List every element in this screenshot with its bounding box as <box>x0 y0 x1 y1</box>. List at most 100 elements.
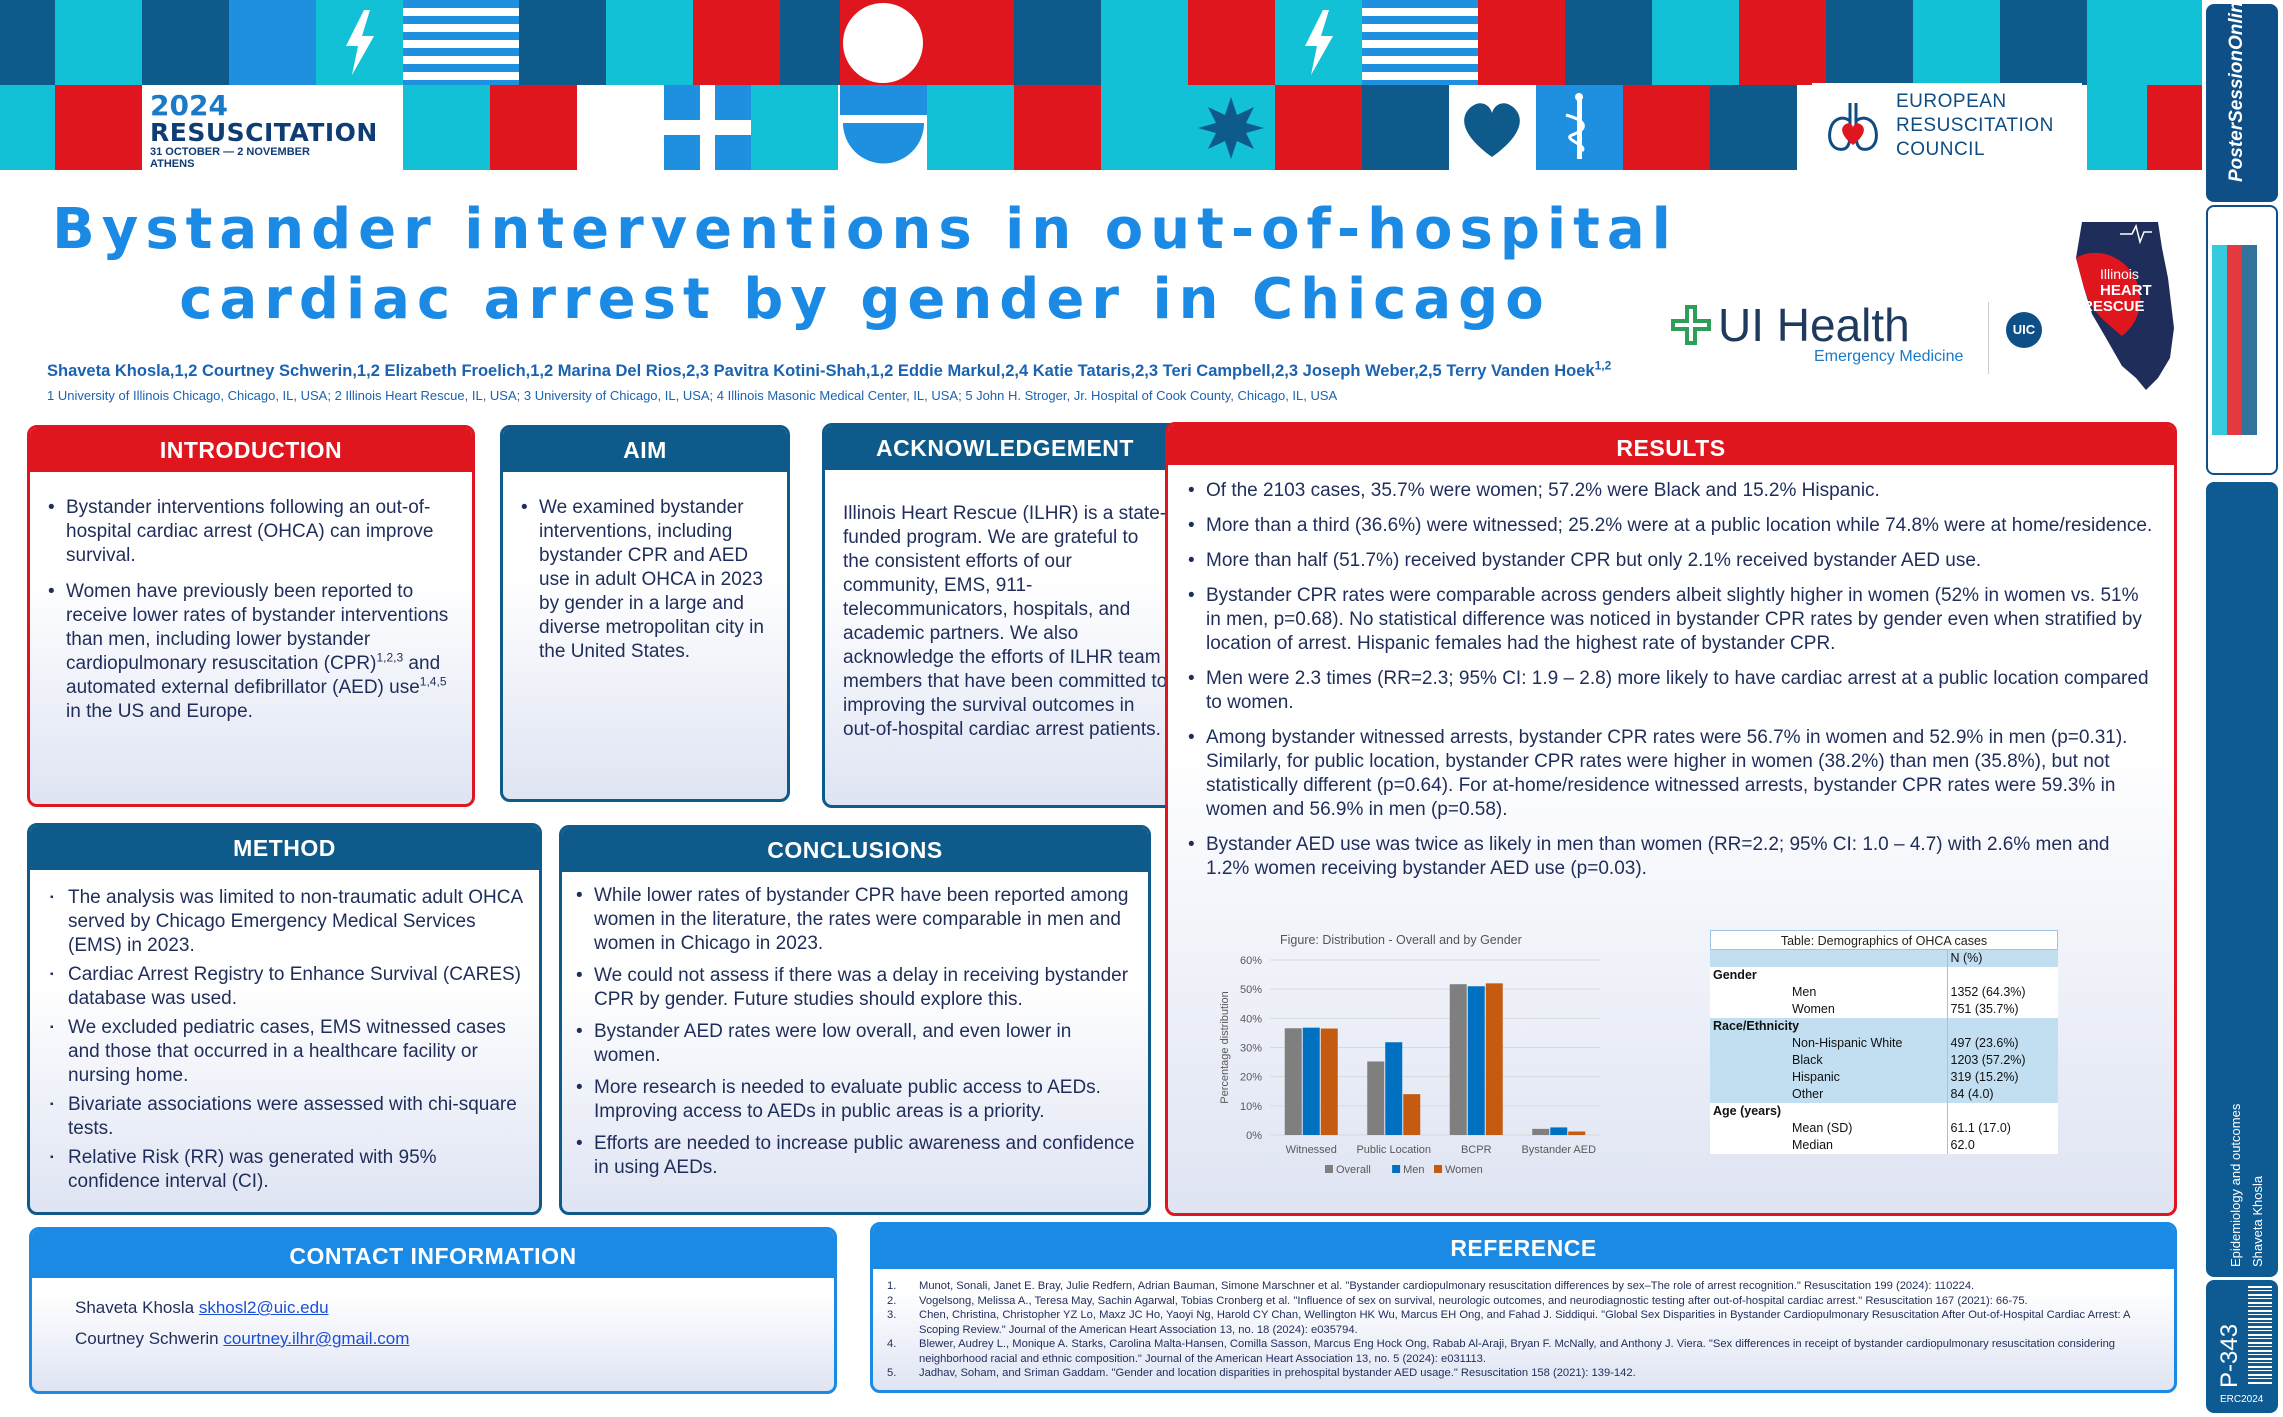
stripes-pattern-2 <box>1362 0 1478 85</box>
conference-name: RESUSCITATION <box>150 118 378 147</box>
event-code: ERC2024 <box>2220 1394 2264 1405</box>
caduceus-icon <box>1536 85 1623 170</box>
poster-id: P-343 <box>2216 1323 2243 1388</box>
table-group-label: Gender <box>1710 967 1947 984</box>
ihr-line2: HEART <box>2100 282 2152 299</box>
header-banner: 2024 RESUSCITATION 31 OCTOBER — 2 NOVEMB… <box>0 0 2202 170</box>
bar <box>1532 1128 1550 1135</box>
table-row-value: 62.0 <box>1946 1137 2058 1154</box>
bar <box>1403 1094 1421 1135</box>
y-tick-label: 40% <box>1240 1013 1262 1025</box>
illinois-map-icon <box>2076 222 2174 390</box>
x-tick-label: Public Location <box>1356 1144 1431 1156</box>
list-item: Women have previously been reported to r… <box>48 580 454 724</box>
list-item: Bystander AED rates were low overall, an… <box>576 1020 1136 1068</box>
x-tick-label: BCPR <box>1461 1144 1492 1156</box>
uic-logo: UIC <box>2006 312 2042 348</box>
affiliations: 1 University of Illinois Chicago, Chicag… <box>47 388 1338 403</box>
ihr-line3: RESCUE <box>2082 298 2145 315</box>
table-row: Black 1203 (57.2%) <box>1710 1052 2058 1069</box>
erc-line1: EUROPEAN <box>1896 90 2007 112</box>
contact-heading: CONTACT INFORMATION <box>32 1230 834 1278</box>
list-item: Cardiac Arrest Registry to Enhance Survi… <box>50 963 527 1011</box>
ui-health-logo: UI Health Emergency Medicine <box>1670 300 1970 380</box>
table-row: Other 84 (4.0) <box>1710 1086 2058 1103</box>
table-row-value: 751 (35.7%) <box>1946 1001 2058 1018</box>
list-item: Men were 2.3 times (RR=2.3; 95% CI: 1.9 … <box>1188 667 2158 715</box>
rail-presenter: Shaveta Khosla <box>2250 1175 2265 1267</box>
list-item: Bystander interventions following an out… <box>48 496 454 568</box>
list-item: We excluded pediatric cases, EMS witness… <box>50 1016 527 1088</box>
erc-line3: COUNCIL <box>1896 138 1986 160</box>
chart-svg: 0% 10% 20% 30% 40% 50% 60% Percentage distribut… <box>1219 955 1600 1176</box>
introduction-panel: INTRODUCTION Bystander interventions fol… <box>27 425 475 807</box>
y-tick-label: 10% <box>1240 1101 1262 1113</box>
contact-email-2[interactable]: courtney.ilhr@gmail.com <box>223 1329 410 1348</box>
bar <box>1284 1028 1302 1135</box>
list-item: Of the 2103 cases, 35.7% were women; 57.… <box>1188 479 2158 503</box>
conclusions-panel: CONCLUSIONS While lower rates of bystand… <box>559 825 1151 1215</box>
bar <box>1367 1061 1385 1135</box>
chart-title: Figure: Distribution - Overall and by Ge… <box>1280 933 1522 947</box>
conference-city: ATHENS <box>150 158 195 170</box>
bar <box>1302 1027 1320 1135</box>
legend-swatch <box>1325 1165 1333 1173</box>
list-item: While lower rates of bystander CPR have … <box>576 884 1136 956</box>
method-heading: METHOD <box>30 826 539 870</box>
y-tick-label: 0% <box>1246 1130 1262 1142</box>
reference-item: Jadhav, Soham, and Sriman Gaddam. "Gende… <box>887 1366 2154 1381</box>
rail-brand: PosterSessionOnline <box>2226 0 2247 182</box>
lightning-icon <box>316 0 403 85</box>
bar <box>1449 984 1467 1135</box>
lungs-heart-icon <box>1828 102 1878 151</box>
legend-label: Women <box>1445 1164 1483 1176</box>
y-tick-label: 60% <box>1240 955 1262 967</box>
list-item: The analysis was limited to non-traumati… <box>50 886 527 958</box>
table-group-label: Race/Ethnicity <box>1710 1018 1947 1035</box>
reference-item: Vogelsong, Melissa A., Teresa May, Sachi… <box>887 1294 2154 1309</box>
bar <box>1550 1127 1568 1135</box>
list-item: More than a third (36.6%) were witnessed… <box>1188 514 2158 538</box>
y-tick-label: 30% <box>1240 1043 1262 1055</box>
table-row: Non-Hispanic White 497 (23.6%) <box>1710 1035 2058 1052</box>
table-row-value: 319 (15.2%) <box>1946 1069 2058 1086</box>
table-row-value: 61.1 (17.0) <box>1946 1120 2058 1137</box>
plus-pattern <box>664 85 751 170</box>
table-row: Median 62.0 <box>1710 1137 2058 1154</box>
table-row-label: Other <box>1710 1086 1947 1103</box>
list-item: Bystander CPR rates were comparable acro… <box>1188 584 2158 656</box>
table-row-label: Hispanic <box>1710 1069 1947 1086</box>
bar <box>1320 1028 1338 1135</box>
rail-info: Epidemiology and outcomes Shaveta Khosla <box>2206 482 2278 1277</box>
conclusions-heading: CONCLUSIONS <box>562 828 1148 872</box>
reference-item: Munot, Sonali, Janet E. Bray, Julie Redf… <box>887 1279 2154 1294</box>
legend-label: Men <box>1403 1164 1424 1176</box>
acknowledgement-text: Illinois Heart Rescue (ILHR) is a state-… <box>843 503 1168 740</box>
table-group-label: Age (years) <box>1710 1103 1947 1120</box>
table-row-value: 1203 (57.2%) <box>1946 1052 2058 1069</box>
table-row-label: Median <box>1710 1137 1947 1154</box>
contact-email-1[interactable]: skhosl2@uic.edu <box>198 1298 329 1317</box>
distribution-chart: Figure: Distribution - Overall and by Ge… <box>1210 925 1630 1190</box>
acknowledgement-panel: ACKNOWLEDGEMENT Illinois Heart Rescue (I… <box>822 423 1188 808</box>
reference-heading: REFERENCE <box>873 1225 2174 1269</box>
resuscitation-2024-logo: 2024 RESUSCITATION 31 OCTOBER — 2 NOVEMB… <box>150 92 410 171</box>
table-row: Men 1352 (64.3%) <box>1710 984 2058 1001</box>
introduction-heading: INTRODUCTION <box>30 428 472 472</box>
title-line1: Bystander interventions in out-of-hospit… <box>52 197 1678 262</box>
table-row-value: 1352 (64.3%) <box>1946 984 2058 1001</box>
bar <box>1485 983 1503 1135</box>
rail-topic: Epidemiology and outcomes <box>2228 1103 2243 1267</box>
contact-name-1: Shaveta Khosla <box>75 1298 195 1317</box>
bar <box>1385 1042 1403 1135</box>
title-line2: cardiac arrest by gender in Chicago <box>179 267 1551 332</box>
demographics-grid: N (%) Gender Men 1352 (64.3%) Women 751 (35.… <box>1710 950 2058 1154</box>
erc-line2: RESUSCITATION <box>1896 114 2054 136</box>
ui-health-department: Emergency Medicine <box>1814 348 1964 365</box>
bar <box>1467 986 1485 1135</box>
table-row: Mean (SD) 61.1 (17.0) <box>1710 1120 2058 1137</box>
aim-heading: AIM <box>503 428 787 472</box>
list-item: More research is needed to evaluate publ… <box>576 1076 1136 1124</box>
aim-panel: AIM We examined bystander interventions,… <box>500 425 790 802</box>
table-row-label: Non-Hispanic White <box>1710 1035 1947 1052</box>
